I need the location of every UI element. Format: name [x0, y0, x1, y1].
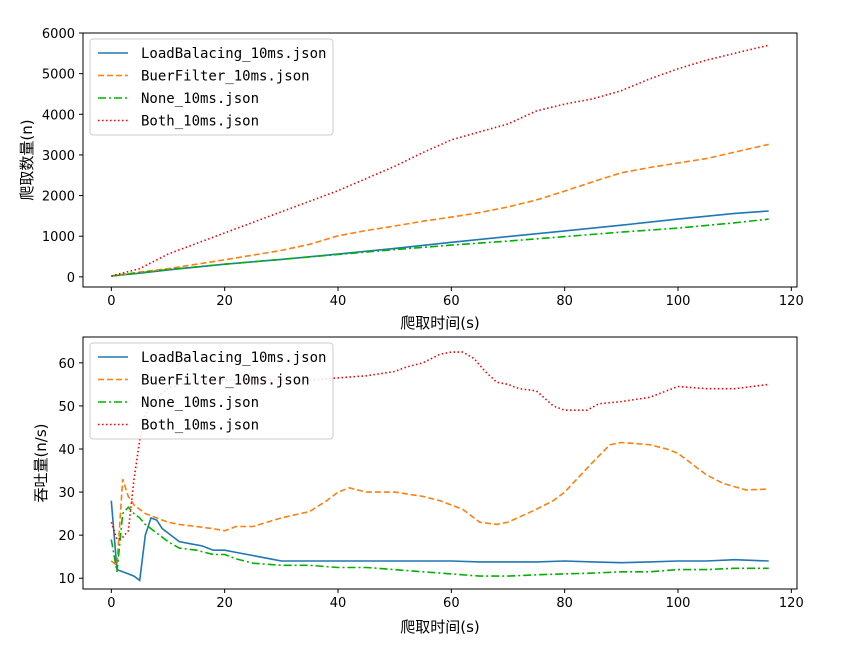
x-tick-label: 80 [556, 294, 573, 309]
y-tick-label: 20 [58, 529, 75, 544]
x-axis-label-0: 爬取时间(s) [400, 314, 480, 332]
x-tick-label: 0 [107, 294, 115, 309]
x-axis-label-1: 爬取时间(s) [400, 618, 480, 636]
legend-0: LoadBalacing_10ms.json BuerFilter_10ms.js… [89, 38, 334, 136]
y-tick-label: 0 [67, 271, 75, 286]
legend-label-0: LoadBalacing_10ms.json [141, 46, 326, 62]
y-tick-label: 3000 [42, 149, 75, 164]
series-line-2 [111, 218, 769, 277]
x-tick-label: 40 [330, 294, 347, 309]
y-tick-label: 30 [58, 486, 75, 501]
legend-label-3: Both_10ms.json [141, 418, 259, 434]
x-tick-label: 120 [779, 596, 804, 611]
y-tick-label: 2000 [42, 190, 75, 205]
x-tick-label: 20 [216, 294, 233, 309]
legend-label-2: None_10ms.json [141, 91, 259, 107]
series-line-3 [111, 44, 769, 277]
x-tick-label: 120 [779, 294, 804, 309]
x-tick-label: 80 [556, 596, 573, 611]
legend-box [89, 38, 334, 136]
x-tick-label: 60 [443, 294, 460, 309]
legend-1: LoadBalacing_10ms.json BuerFilter_10ms.js… [89, 342, 334, 440]
x-tick-label: 40 [330, 596, 347, 611]
ticks-group-1: 0 20 40 60 80 100 120 10 20 30 40 50 60 [58, 357, 803, 611]
legend-label-1: BuerFilter_10ms.json [141, 373, 310, 389]
y-tick-label: 50 [58, 400, 75, 415]
x-tick-label: 100 [666, 596, 691, 611]
y-tick-label: 1000 [42, 230, 75, 245]
ticks-group-0: 0 20 40 60 80 100 120 0 1000 2000 3000 4000 5000 6000 [42, 27, 804, 309]
series-line-0 [110, 500, 769, 582]
y-tick-label: 10 [58, 572, 75, 587]
y-tick-label: 5000 [42, 68, 75, 83]
series-line-2 [110, 505, 769, 577]
y-axis-label-0: 爬取数量(n) [18, 119, 36, 200]
legend-box [89, 342, 334, 440]
y-tick-label: 60 [58, 357, 75, 372]
legend-label-2: None_10ms.json [141, 395, 259, 411]
y-tick-label: 40 [58, 443, 75, 458]
chart-panel-0: 0 20 40 60 80 100 120 0 1000 2000 3000 4000 5000 6000… [18, 27, 804, 332]
y-axis-label-1: 吞吐量(n/s) [32, 423, 50, 502]
series-line-1 [110, 441, 769, 567]
x-tick-label: 0 [107, 596, 115, 611]
x-tick-label: 20 [216, 596, 233, 611]
legend-label-3: Both_10ms.json [141, 114, 259, 130]
legend-label-0: LoadBalacing_10ms.json [141, 350, 326, 366]
y-tick-label: 6000 [42, 27, 75, 42]
legend-label-1: BuerFilter_10ms.json [141, 69, 310, 85]
y-tick-label: 4000 [42, 108, 75, 123]
x-tick-label: 60 [443, 596, 460, 611]
chart-panel-1: 0 20 40 60 80 100 120 10 20 30 40 50 60 爬取时间(s) 吞吐量(… [32, 336, 804, 636]
x-tick-label: 100 [666, 294, 691, 309]
series-group-0 [111, 44, 769, 277]
